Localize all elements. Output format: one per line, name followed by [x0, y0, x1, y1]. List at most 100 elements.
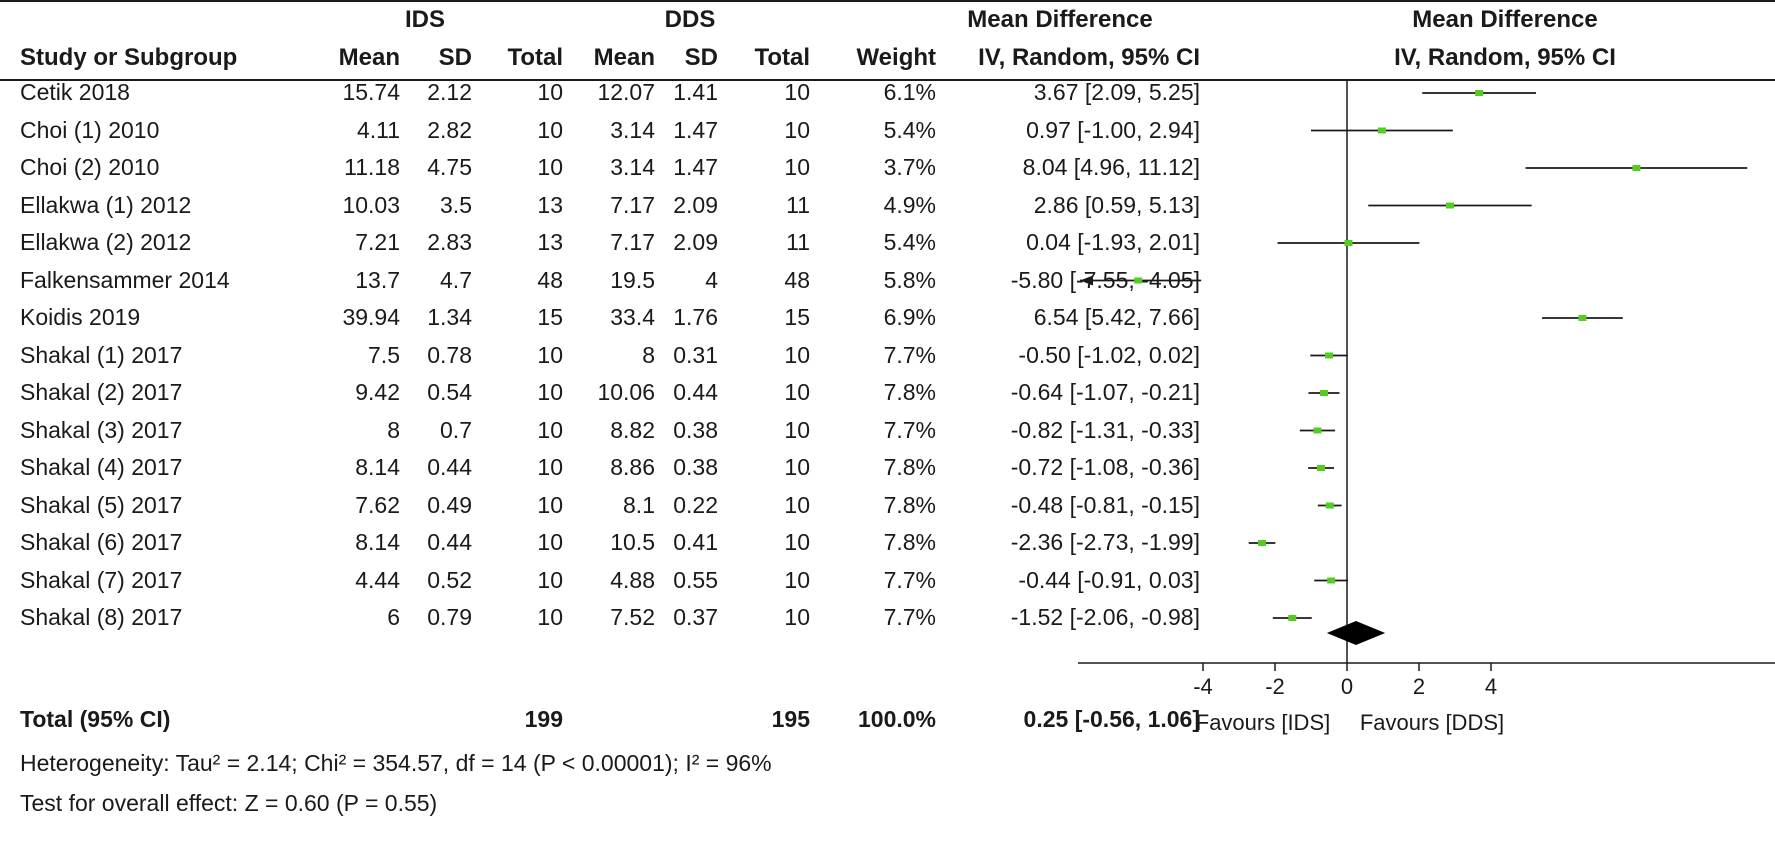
study-name: Shakal (3) 2017: [20, 416, 183, 443]
ids-total-cell: 10: [537, 341, 563, 368]
weight-cell: 7.7%: [883, 341, 936, 368]
point-estimate: [1258, 540, 1267, 546]
ids-mean-cell: 39.94: [342, 304, 400, 330]
ids-mean-cell: 4.11: [356, 116, 400, 143]
ids-total-cell: 10: [537, 491, 563, 518]
dds-group-header: DDS: [664, 6, 716, 33]
ids-mean-cell: 8.14: [355, 454, 400, 480]
dds-mean-cell: 7.17: [610, 191, 655, 218]
dds-sd-cell: 0.31: [673, 341, 718, 368]
ci-text-cell: -0.50 [-1.02, 0.02]: [1018, 341, 1200, 368]
dds-mean-cell: 33.4: [610, 304, 655, 330]
study-name: Shakal (5) 2017: [20, 491, 183, 518]
ids-sd-cell: 4.75: [427, 154, 472, 180]
point-estimate: [1475, 90, 1484, 96]
ids-total-cell: 10: [537, 566, 563, 593]
ci-text-cell: 0.04 [-1.93, 2.01]: [1026, 229, 1200, 255]
ids-mean-cell: 9.42: [355, 379, 400, 405]
weight-cell: 7.7%: [883, 416, 936, 443]
ids-total-cell: 10: [537, 379, 563, 405]
dds-total-cell: 15: [784, 304, 810, 330]
header-rule: [0, 79, 1775, 81]
study-name: Choi (2) 2010: [20, 154, 160, 180]
dds-mean-cell: 12.07: [597, 79, 655, 105]
dds-total-cell: 10: [784, 416, 810, 443]
dds-sd-cell: 2.09: [673, 229, 718, 255]
ids-sd-cell: 2.82: [427, 116, 472, 143]
dds-mean-cell: 19.5: [610, 266, 655, 293]
dds-sd-cell: 0.38: [673, 454, 718, 480]
favours-dds-label: Favours [DDS]: [1360, 710, 1504, 735]
dds-total-cell: 10: [784, 454, 810, 480]
point-estimate: [1313, 427, 1322, 434]
dds-mean-cell: 8.1: [623, 491, 655, 518]
dds-sd-cell: 1.47: [673, 154, 718, 180]
dds-sd-cell: 0.22: [673, 491, 718, 518]
dds-total-cell: 48: [784, 266, 810, 293]
total-weight: 100.0%: [857, 706, 936, 732]
top-rule: [0, 0, 1775, 2]
study-name: Shakal (2) 2017: [20, 379, 183, 405]
point-estimate: [1344, 240, 1353, 246]
dds-sd-cell: 1.47: [673, 116, 718, 143]
dds-sd-cell: 4: [705, 266, 718, 293]
dds-mean-cell: 10.06: [597, 379, 655, 405]
ids-mean-cell: 8: [387, 416, 400, 443]
point-estimate: [1288, 615, 1297, 621]
weight-cell: 7.8%: [883, 491, 936, 518]
x-tick-label: -4: [1193, 674, 1213, 699]
ids-mean-cell: 7.5: [368, 341, 400, 368]
study-name: Koidis 2019: [20, 304, 141, 330]
col-md-method-header: IV, Random, 95% CI: [978, 44, 1200, 71]
ids-total-cell: 13: [537, 229, 563, 255]
ids-mean-cell: 13.7: [355, 266, 400, 293]
col-dds-sd-header: SD: [684, 44, 718, 71]
ci-text-cell: -0.44 [-0.91, 0.03]: [1018, 566, 1200, 593]
plot-title-header: Mean Difference: [1412, 6, 1598, 33]
dds-mean-cell: 3.14: [610, 116, 655, 143]
ci-text-cell: -0.64 [-1.07, -0.21]: [1010, 379, 1200, 405]
ids-mean-cell: 7.62: [355, 491, 400, 518]
study-name: Ellakwa (2) 2012: [20, 229, 192, 255]
point-estimate: [1578, 315, 1587, 321]
study-name: Shakal (8) 2017: [20, 604, 183, 630]
study-name: Choi (1) 2010: [20, 116, 160, 143]
ci-text-cell: 3.67 [2.09, 5.25]: [1033, 79, 1200, 105]
col-ids-mean-header: Mean: [338, 44, 400, 71]
dds-sd-cell: 1.41: [673, 79, 718, 105]
ids-mean-cell: 8.14: [355, 529, 400, 555]
dds-total-cell: 11: [786, 191, 810, 218]
ids-mean-cell: 6: [387, 604, 400, 630]
study-name: Ellakwa (1) 2012: [20, 191, 192, 218]
col-weight-header: Weight: [856, 44, 936, 71]
ids-mean-cell: 10.03: [342, 191, 400, 218]
ids-total-cell: 10: [537, 416, 563, 443]
point-estimate: [1377, 127, 1386, 134]
ids-sd-cell: 0.79: [427, 604, 472, 630]
weight-cell: 7.8%: [883, 454, 936, 480]
study-name: Falkensammer 2014: [20, 266, 230, 293]
weight-cell: 5.4%: [883, 229, 936, 255]
ids-total-cell: 10: [537, 454, 563, 480]
ids-sd-cell: 4.7: [440, 266, 472, 293]
dds-mean-cell: 3.14: [610, 154, 655, 180]
x-tick-label: 4: [1485, 674, 1497, 699]
col-dds-mean-header: Mean: [593, 44, 655, 71]
ci-arrow-left: [1080, 275, 1093, 286]
favours-ids-label: Favours [IDS]: [1196, 710, 1330, 735]
ids-sd-cell: 0.44: [427, 529, 472, 555]
study-name: Shakal (6) 2017: [20, 529, 183, 555]
point-estimate: [1327, 577, 1336, 584]
ids-sd-cell: 0.54: [427, 379, 472, 405]
dds-mean-cell: 7.52: [610, 604, 655, 630]
ids-sd-cell: 3.5: [440, 191, 472, 218]
x-tick-label: 2: [1413, 674, 1425, 699]
study-name: Shakal (4) 2017: [20, 454, 183, 480]
dds-total-cell: 10: [784, 116, 810, 143]
plot-method-header: IV, Random, 95% CI: [1394, 44, 1616, 71]
col-dds-total-header: Total: [754, 44, 810, 71]
ids-total-cell: 15: [537, 304, 563, 330]
point-estimate: [1317, 465, 1326, 471]
ci-text-cell: 2.86 [0.59, 5.13]: [1033, 191, 1200, 218]
